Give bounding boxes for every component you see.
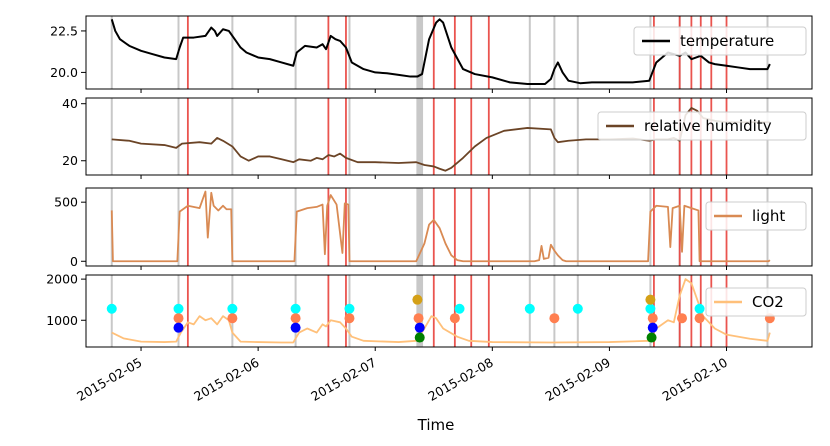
y-tick-label: 22.5 <box>50 23 78 38</box>
event-marker-point <box>173 322 184 333</box>
legend-box <box>633 26 807 56</box>
x-axis: 2015-02-05 2015-02-06 2015-02-07 2015-02-08… <box>74 355 730 404</box>
panel-frame <box>85 97 813 176</box>
x-axis-title: Time <box>417 416 455 434</box>
chart-panels: 20.0 22.5 temperature 20 40 relative humidity… <box>46 15 813 351</box>
panel-light: 0 500 light <box>54 187 813 270</box>
y-tick-label: 2000 <box>46 272 78 287</box>
event-marker-point <box>646 332 657 343</box>
legend-box <box>705 201 807 231</box>
x-tick-label: 2015-02-08 <box>425 355 495 404</box>
event-marker-point <box>645 294 656 305</box>
y-tick-label: 0 <box>70 254 78 269</box>
panel-frame <box>85 15 813 90</box>
y-tick-label: 20 <box>62 153 78 168</box>
x-tick-label: 2015-02-05 <box>74 355 144 404</box>
legend-label: temperature <box>680 32 774 50</box>
event-marker-point <box>524 303 535 314</box>
co2-series-line <box>111 278 771 344</box>
legend-relative-humidity: relative humidity <box>597 111 807 141</box>
event-marker-point <box>173 313 184 324</box>
event-marker-point <box>572 303 583 314</box>
legend-temperature: temperature <box>633 26 807 56</box>
event-marker-point <box>290 313 301 324</box>
y-tick-label: 40 <box>62 96 78 111</box>
event-marker-point <box>290 303 301 314</box>
event-marker-point <box>647 322 658 333</box>
event-marker-point <box>645 303 656 314</box>
event-marker-point <box>454 303 465 314</box>
panel-co2: 1000 2000 CO2 <box>46 272 813 351</box>
event-marker-point <box>449 313 460 324</box>
legend-label: light <box>752 207 785 225</box>
event-marker-point <box>344 303 355 314</box>
event-marker-point <box>173 303 184 314</box>
legend-light: light <box>705 201 807 231</box>
legend-co2: CO2 <box>705 287 807 317</box>
plot-area-co2 <box>106 275 775 347</box>
y-tick-label: 500 <box>54 195 78 210</box>
x-tick-label: 2015-02-09 <box>543 355 613 404</box>
event-marker-point <box>412 294 423 305</box>
x-tick-label: 2015-02-10 <box>660 355 730 404</box>
event-marker-point <box>414 322 425 333</box>
legend-box <box>705 287 807 317</box>
event-marker-point <box>647 313 658 324</box>
panel-temperature: 20.0 22.5 temperature <box>50 15 813 93</box>
event-marker-point <box>106 303 117 314</box>
plot-area-light <box>110 188 771 266</box>
event-marker-point <box>227 313 238 324</box>
x-tick-label: 2015-02-06 <box>191 355 261 404</box>
panel-relative-humidity: 20 40 relative humidity <box>62 96 813 179</box>
legend-box <box>597 111 807 141</box>
panel-frame <box>85 187 813 267</box>
event-marker-point <box>413 313 424 324</box>
event-marker-point <box>677 313 688 324</box>
y-tick-label: 1000 <box>46 313 78 328</box>
temperature-series-line <box>110 18 771 86</box>
light-series-line <box>110 190 771 263</box>
event-marker-point <box>227 303 238 314</box>
event-marker-point <box>290 322 301 333</box>
event-marker-point <box>344 313 355 324</box>
legend-label: relative humidity <box>644 117 772 135</box>
event-marker-point <box>414 332 425 343</box>
y-tick-label: 20.0 <box>50 65 78 80</box>
panel-frame <box>85 274 813 348</box>
event-marker-point <box>694 303 705 314</box>
legend-label: CO2 <box>752 293 784 311</box>
x-tick-label: 2015-02-07 <box>308 355 378 404</box>
event-marker-point <box>694 313 705 324</box>
event-marker-point <box>549 313 560 324</box>
